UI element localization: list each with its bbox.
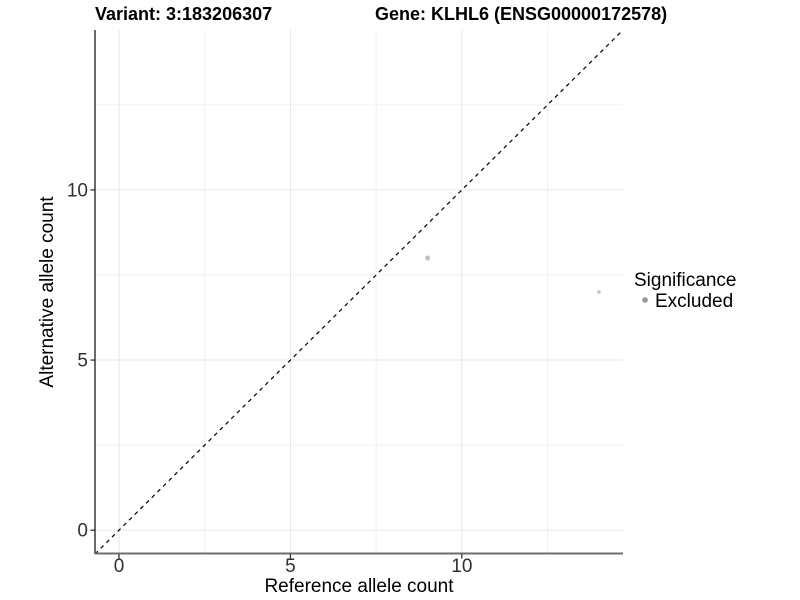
data-point xyxy=(597,290,601,294)
legend: Significance Excluded xyxy=(634,270,736,312)
x-axis-title: Reference allele count xyxy=(264,576,454,597)
gridlines-major xyxy=(95,30,623,554)
y-tick-label: 5 xyxy=(77,351,88,372)
x-tick-label: 5 xyxy=(285,556,296,577)
data-points xyxy=(425,255,601,294)
plot-title-gene: Gene: KLHL6 (ENSG00000172578) xyxy=(375,4,667,24)
plot-title-variant: Variant: 3:183206307 xyxy=(95,4,272,24)
identity-line xyxy=(94,29,624,555)
y-axis-title: Alternative allele count xyxy=(37,196,58,388)
y-tick-label: 10 xyxy=(67,180,88,201)
data-point xyxy=(425,255,431,261)
x-tick-labels: 0 5 10 xyxy=(114,556,473,577)
gridlines-minor xyxy=(95,30,623,554)
legend-key-dot xyxy=(642,297,648,303)
x-tick-label: 0 xyxy=(114,556,125,577)
legend-title: Significance xyxy=(634,270,736,291)
legend-entry-label: Excluded xyxy=(655,291,733,312)
y-tick-labels: 0 5 10 xyxy=(67,180,88,541)
x-tick-label: 10 xyxy=(451,556,472,577)
y-tick-label: 0 xyxy=(77,521,88,542)
axis-tick-marks xyxy=(90,189,463,559)
